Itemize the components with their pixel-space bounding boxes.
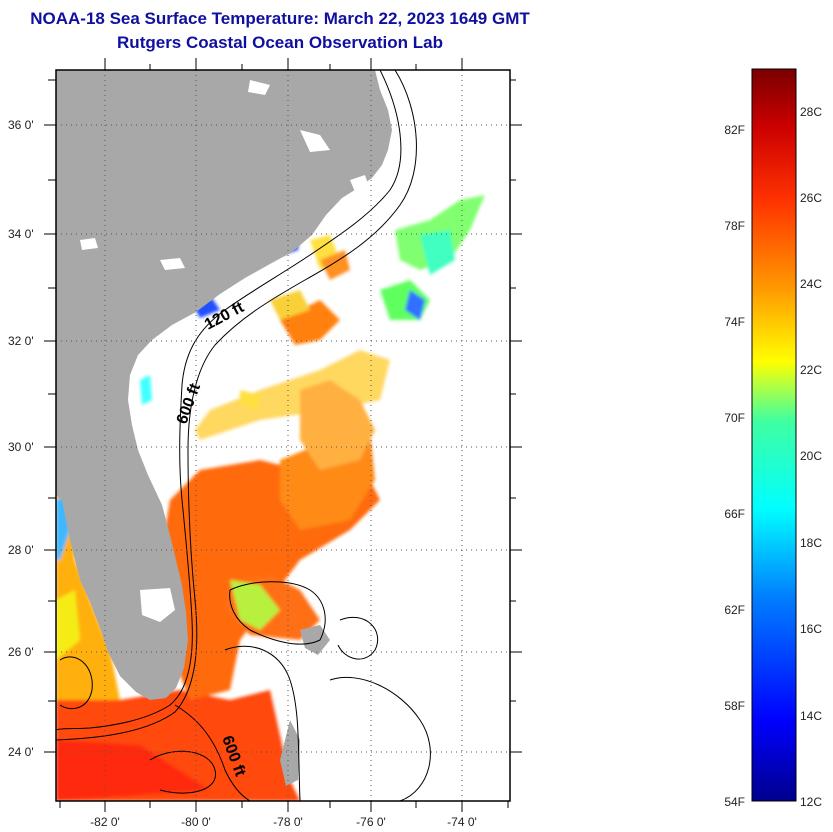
lon-label: -78 0' bbox=[273, 815, 303, 829]
map-title: NOAA-18 Sea Surface Temperature: March 2… bbox=[30, 9, 530, 28]
cbar-c-label: 14C bbox=[800, 709, 822, 723]
cbar-c-label: 12C bbox=[800, 795, 822, 809]
cbar-f-label: 54F bbox=[724, 795, 745, 809]
cbar-f-label: 74F bbox=[724, 315, 745, 329]
colorbar-gradient bbox=[751, 68, 797, 802]
cbar-f-label: 58F bbox=[724, 699, 745, 713]
lat-label: 32 0' bbox=[8, 334, 34, 348]
lon-label: -80 0' bbox=[181, 815, 211, 829]
cbar-c-label: 26C bbox=[800, 191, 822, 205]
longitude-labels: -82 0' -80 0' -78 0' -76 0' -74 0' bbox=[90, 815, 477, 829]
lat-label: 24 0' bbox=[8, 745, 34, 759]
cbar-c-label: 24C bbox=[800, 277, 822, 291]
cbar-f-label: 82F bbox=[724, 123, 745, 137]
map-frame bbox=[55, 69, 511, 802]
latitude-labels: 24 0' 26 0' 28 0' 30 0' 32 0' 34 0' 36 0… bbox=[8, 118, 34, 759]
cbar-f-label: 78F bbox=[724, 219, 745, 233]
lat-label: 26 0' bbox=[8, 645, 34, 659]
land-layer bbox=[56, 70, 392, 786]
inland-water bbox=[80, 80, 370, 622]
lon-label: -82 0' bbox=[90, 815, 120, 829]
lat-label: 30 0' bbox=[8, 440, 34, 454]
map-subtitle: Rutgers Coastal Ocean Observation Lab bbox=[117, 33, 443, 52]
lon-label: -76 0' bbox=[356, 815, 386, 829]
lat-label: 28 0' bbox=[8, 543, 34, 557]
graticule bbox=[56, 70, 510, 801]
cbar-f-label: 70F bbox=[724, 411, 745, 425]
cbar-f-label: 66F bbox=[724, 507, 745, 521]
bathymetry-contours bbox=[56, 70, 431, 801]
axis-ticks bbox=[44, 58, 522, 812]
lat-label: 34 0' bbox=[8, 227, 34, 241]
lon-label: -74 0' bbox=[447, 815, 477, 829]
cbar-c-label: 20C bbox=[800, 449, 822, 463]
cbar-c-label: 16C bbox=[800, 622, 822, 636]
cbar-f-label: 62F bbox=[724, 603, 745, 617]
lat-label: 36 0' bbox=[8, 118, 34, 132]
colorbar-fahrenheit-labels: 82F 78F 74F 70F 66F 62F 58F 54F bbox=[724, 123, 745, 809]
colorbar-celsius-labels: 28C 26C 24C 22C 20C 18C 16C 14C 12C bbox=[800, 105, 822, 809]
cbar-c-label: 22C bbox=[800, 363, 822, 377]
cbar-c-label: 18C bbox=[800, 536, 822, 550]
cbar-c-label: 28C bbox=[800, 105, 822, 119]
